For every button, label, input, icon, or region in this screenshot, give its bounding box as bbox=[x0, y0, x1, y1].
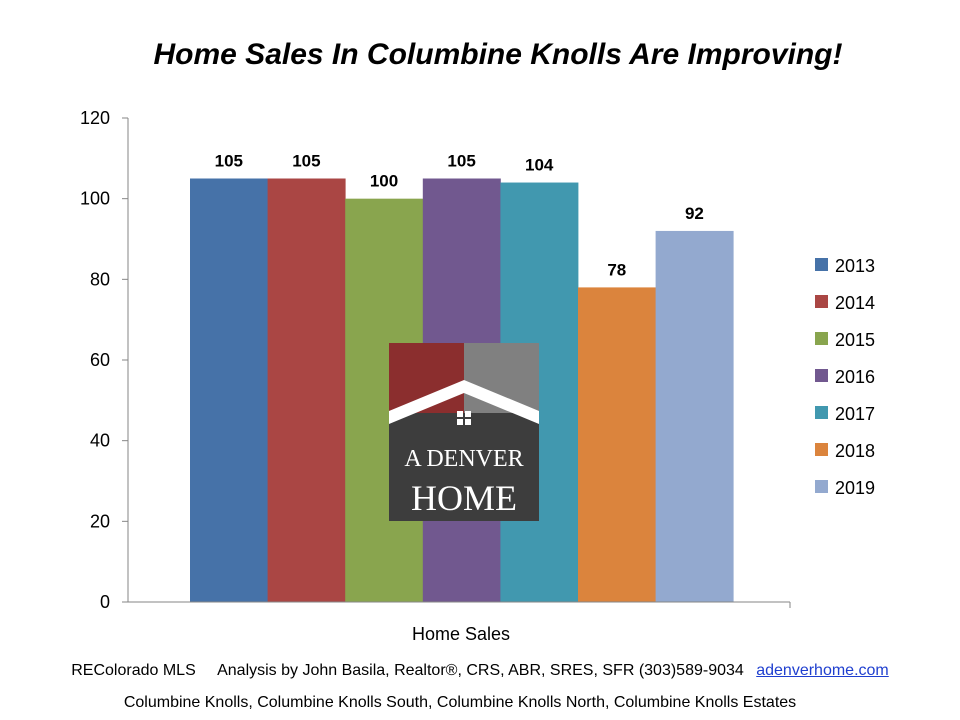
y-tick-label: 60 bbox=[90, 350, 110, 370]
footer-analysis: Analysis by John Basila, Realtor®, CRS, … bbox=[217, 662, 744, 679]
legend-label-2015: 2015 bbox=[835, 330, 875, 350]
data-label-2018: 78 bbox=[607, 260, 626, 279]
x-axis-title: Home Sales bbox=[412, 624, 510, 644]
bar-2014 bbox=[267, 178, 346, 602]
logo-roof bbox=[389, 380, 539, 424]
x-axis bbox=[128, 601, 791, 608]
legend-swatch-2019 bbox=[815, 480, 828, 493]
legend: 2013 2014 2015 2016 2017 2018 2019 bbox=[815, 256, 875, 498]
y-tick-label: 40 bbox=[90, 431, 110, 451]
data-label-2014: 105 bbox=[292, 152, 320, 171]
legend-label-2016: 2016 bbox=[835, 367, 875, 387]
data-label-2019: 92 bbox=[685, 204, 704, 223]
legend-swatch-2014 bbox=[815, 295, 828, 308]
legend-label-2017: 2017 bbox=[835, 404, 875, 424]
footer-source: REColorado MLS bbox=[71, 662, 196, 679]
logo-text-line1: A DENVER bbox=[404, 446, 523, 472]
legend-swatch-2017 bbox=[815, 406, 828, 419]
y-tick-label: 120 bbox=[80, 108, 110, 128]
legend-label-2014: 2014 bbox=[835, 293, 875, 313]
data-label-2013: 105 bbox=[215, 152, 243, 171]
y-axis: 0 20 40 60 80 100 120 bbox=[80, 108, 129, 612]
legend-swatch-2013 bbox=[815, 258, 828, 271]
data-label-2016: 105 bbox=[447, 152, 475, 171]
bar-2018 bbox=[578, 287, 656, 602]
window-icon bbox=[457, 411, 471, 425]
data-label-2017: 104 bbox=[525, 156, 554, 175]
website-link[interactable]: adenverhome.com bbox=[756, 662, 889, 679]
bar-2019 bbox=[655, 230, 734, 602]
logo: A DENVER HOME bbox=[389, 343, 539, 521]
logo-text-line2: HOME bbox=[411, 478, 517, 518]
legend-swatch-2016 bbox=[815, 369, 828, 382]
legend-label-2013: 2013 bbox=[835, 256, 875, 276]
y-tick-label: 20 bbox=[90, 511, 110, 531]
y-tick-label: 100 bbox=[80, 189, 110, 209]
legend-label-2018: 2018 bbox=[835, 441, 875, 461]
y-tick-label: 0 bbox=[100, 592, 110, 612]
legend-label-2019: 2019 bbox=[835, 478, 875, 498]
chart-title: Home Sales In Columbine Knolls Are Impro… bbox=[153, 38, 843, 71]
footer-credits: REColorado MLS Analysis by John Basila, … bbox=[0, 662, 960, 680]
data-labels: 105 105 100 105 104 78 92 bbox=[215, 152, 704, 280]
legend-swatch-2018 bbox=[815, 443, 828, 456]
y-tick-label: 80 bbox=[90, 269, 110, 289]
legend-swatch-2015 bbox=[815, 332, 828, 345]
data-label-2015: 100 bbox=[370, 172, 398, 191]
bar-2013 bbox=[190, 178, 268, 602]
footer-areas: Columbine Knolls, Columbine Knolls South… bbox=[123, 694, 797, 711]
